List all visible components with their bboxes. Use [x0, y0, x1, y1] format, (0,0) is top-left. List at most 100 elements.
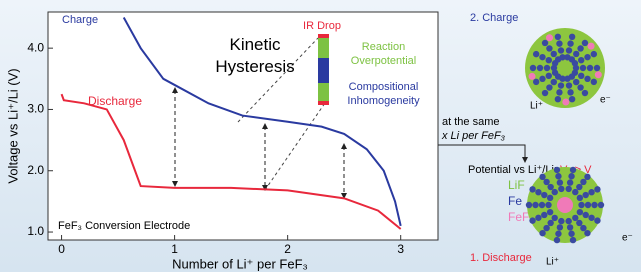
fe-dot	[569, 34, 575, 40]
fe-dot	[584, 54, 590, 60]
x-tick-label: 3	[397, 242, 404, 256]
fe-dot	[543, 179, 549, 185]
fe-dot	[535, 189, 541, 195]
fe-dot	[555, 231, 561, 237]
diagram-legend: Fe	[508, 194, 522, 208]
fe-dot	[582, 40, 588, 46]
title-word: Hysteresis	[215, 57, 294, 76]
annotation-box: Compositional Inhomogeneity	[336, 80, 431, 120]
fe-dot	[552, 215, 558, 221]
fe-dot	[543, 225, 549, 231]
diagram-label: 2. Charge	[470, 12, 518, 24]
diagram-label: Li⁺	[546, 257, 559, 268]
fe-dot	[577, 45, 583, 51]
diagram-label: at the same	[442, 116, 499, 128]
fe-dot	[542, 90, 548, 96]
annotation: FeF₃ Conversion Electrode	[58, 220, 190, 232]
fe-dot	[580, 179, 586, 185]
x-tick-label: 0	[58, 242, 65, 256]
fe-dot	[533, 79, 539, 85]
fe-dot	[551, 51, 557, 57]
fef2-dot	[595, 71, 602, 78]
annotation-box: Reaction Overpotential	[336, 40, 431, 80]
fe-dot	[546, 45, 552, 51]
core	[557, 197, 573, 213]
fe-dot	[545, 202, 551, 208]
fe-dot	[568, 173, 574, 179]
fe-dot	[578, 57, 584, 63]
fe-dot	[567, 40, 573, 46]
fe-dot	[557, 224, 563, 230]
fe-dot	[573, 79, 579, 85]
fe-dot	[541, 212, 547, 218]
fe-dot	[565, 186, 571, 192]
fe-dot	[541, 192, 547, 198]
diagram-label: Li⁺	[530, 101, 543, 112]
fe-dot	[567, 224, 573, 230]
fe-dot	[542, 40, 548, 46]
fe-dot	[584, 174, 590, 180]
fe-dot	[555, 34, 561, 40]
fe-dot	[566, 82, 572, 88]
fe-dot	[537, 65, 543, 71]
fe-dot	[570, 167, 576, 173]
bar-segment	[318, 34, 329, 38]
fe-dot	[572, 215, 578, 221]
fe-dot	[547, 184, 553, 190]
diagram-label: e⁻	[622, 233, 633, 244]
bar-segment	[318, 83, 329, 101]
fe-dot	[567, 89, 573, 95]
fe-dot	[556, 89, 562, 95]
fe-dot	[585, 202, 591, 208]
fe-dot	[576, 220, 582, 226]
fe-dot	[584, 230, 590, 236]
overpotential-bar	[318, 34, 329, 105]
fe-dot	[552, 189, 558, 195]
x-axis-label: Number of Li⁺ per FeF₃	[172, 256, 308, 271]
fe-dot	[583, 212, 589, 218]
fe-dot	[529, 186, 535, 192]
fe-dot	[546, 84, 552, 90]
fef2-dot	[562, 98, 569, 105]
fe-dot	[539, 76, 545, 82]
diagram-label: 1. Discharge	[470, 252, 532, 264]
fe-dot	[530, 65, 536, 71]
fe-dot	[555, 173, 561, 179]
fe-dot	[594, 65, 600, 71]
fe-dot	[578, 202, 584, 208]
fe-dot	[572, 189, 578, 195]
fe-dot	[547, 209, 553, 215]
fe-dot	[578, 73, 584, 79]
fe-dot	[546, 73, 552, 79]
fe-dot	[555, 96, 561, 102]
diagram-legend: LiF	[508, 178, 525, 192]
fe-dot	[572, 60, 578, 66]
fef2-dot	[529, 73, 536, 80]
figure: KineticHysteresis IR Drop Reaction Overp…	[0, 0, 641, 272]
fe-dot	[573, 51, 579, 57]
fe-dot	[546, 57, 552, 63]
legend-entry: Charge	[62, 14, 98, 26]
fe-dot	[588, 189, 594, 195]
fe-dot	[580, 225, 586, 231]
fe-dot	[567, 179, 573, 185]
fe-dot	[570, 237, 576, 243]
fe-dot	[566, 47, 572, 53]
fe-dot	[547, 195, 553, 201]
fe-dot	[539, 202, 545, 208]
fe-dot	[594, 186, 600, 192]
fe-dot	[558, 47, 564, 53]
y-tick-label: 1.0	[27, 224, 44, 238]
fef2-dot	[546, 34, 553, 41]
fe-dot	[577, 195, 583, 201]
bar-segment	[318, 101, 329, 105]
fe-dot	[587, 65, 593, 71]
annotation: IR Drop	[303, 20, 341, 32]
fe-dot	[526, 202, 532, 208]
y-axis-label: Voltage vs Li⁺/Li (V)	[5, 68, 20, 183]
fe-dot	[598, 202, 604, 208]
bar-segment	[318, 38, 329, 58]
fe-dot	[588, 215, 594, 221]
fe-dot	[577, 209, 583, 215]
y-tick-label: 2.0	[27, 163, 44, 177]
